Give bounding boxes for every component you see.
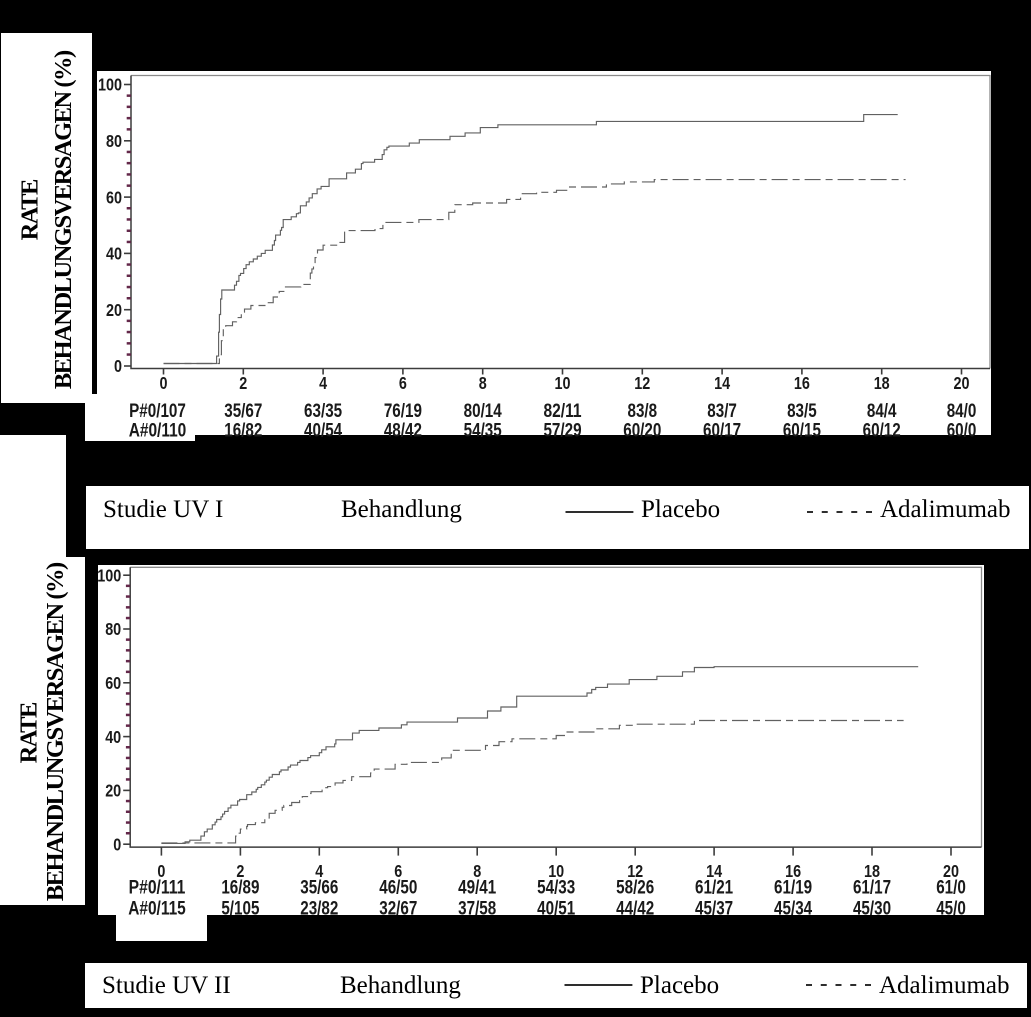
svg-text:8: 8 [473, 861, 481, 881]
svg-text:16: 16 [794, 373, 810, 393]
svg-text:16/89: 16/89 [221, 876, 259, 898]
svg-text:20: 20 [106, 300, 122, 320]
svg-text:60/0: 60/0 [947, 420, 977, 442]
svg-text:84/0: 84/0 [947, 400, 977, 422]
svg-text:61/19: 61/19 [774, 876, 812, 898]
svg-text:60/20: 60/20 [623, 420, 661, 442]
svg-text:54/35: 54/35 [464, 420, 502, 442]
svg-text:0: 0 [113, 834, 121, 854]
svg-text:4: 4 [319, 373, 327, 393]
svg-text:83/5: 83/5 [787, 400, 817, 422]
svg-text:45/0: 45/0 [936, 897, 966, 917]
svg-text:45/37: 45/37 [695, 897, 733, 917]
svg-text:4: 4 [315, 861, 323, 881]
svg-text:A#0/110: A#0/110 [129, 420, 187, 442]
svg-text:44/42: 44/42 [616, 897, 654, 917]
svg-text:18: 18 [874, 373, 890, 393]
svg-text:5/105: 5/105 [221, 897, 259, 917]
svg-text:80: 80 [106, 131, 122, 151]
svg-text:60/12: 60/12 [863, 420, 901, 442]
svg-text:16: 16 [785, 861, 801, 881]
svg-text:80: 80 [105, 619, 121, 639]
svg-text:20: 20 [943, 861, 959, 881]
svg-text:2: 2 [236, 861, 244, 881]
svg-text:57/29: 57/29 [543, 420, 581, 442]
svg-text:40: 40 [106, 244, 122, 264]
svg-text:61/17: 61/17 [853, 876, 891, 898]
svg-text:P#0/107: P#0/107 [129, 400, 186, 422]
svg-text:82/11: 82/11 [543, 400, 581, 422]
svg-text:40: 40 [105, 726, 121, 746]
svg-text:45/30: 45/30 [853, 897, 891, 917]
svg-text:80/14: 80/14 [464, 400, 502, 422]
svg-text:46/50: 46/50 [379, 876, 417, 898]
svg-text:60: 60 [106, 187, 122, 207]
svg-text:18: 18 [864, 861, 880, 881]
svg-text:60/17: 60/17 [703, 420, 741, 442]
svg-text:0: 0 [160, 373, 168, 393]
svg-text:10: 10 [548, 861, 564, 881]
svg-text:40/51: 40/51 [537, 897, 575, 917]
svg-text:23/82: 23/82 [300, 897, 338, 917]
svg-text:A#0/115: A#0/115 [128, 897, 186, 917]
svg-text:61/0: 61/0 [936, 876, 966, 898]
svg-text:20: 20 [105, 780, 121, 800]
svg-text:14: 14 [706, 861, 722, 881]
svg-text:0: 0 [157, 861, 165, 881]
svg-text:61/21: 61/21 [695, 876, 733, 898]
svg-text:37/58: 37/58 [458, 897, 496, 917]
svg-text:58/26: 58/26 [616, 876, 654, 898]
svg-text:60/15: 60/15 [783, 420, 821, 442]
svg-text:0: 0 [114, 356, 122, 376]
svg-text:45/34: 45/34 [774, 897, 812, 917]
svg-text:P#0/111: P#0/111 [129, 876, 186, 898]
svg-text:100: 100 [98, 565, 121, 585]
svg-text:35/67: 35/67 [224, 400, 262, 422]
svg-text:10: 10 [555, 373, 571, 393]
svg-text:40/54: 40/54 [304, 420, 342, 442]
svg-text:32/67: 32/67 [379, 897, 417, 917]
svg-text:14: 14 [714, 373, 730, 393]
svg-text:60: 60 [105, 673, 121, 693]
svg-text:12: 12 [634, 373, 650, 393]
svg-text:20: 20 [954, 373, 970, 393]
svg-text:84/4: 84/4 [867, 400, 897, 422]
svg-text:6: 6 [394, 861, 402, 881]
svg-text:35/66: 35/66 [300, 876, 338, 898]
svg-text:6: 6 [399, 373, 407, 393]
svg-text:8: 8 [479, 373, 487, 393]
svg-text:83/7: 83/7 [707, 400, 737, 422]
svg-text:63/35: 63/35 [304, 400, 342, 422]
svg-text:49/41: 49/41 [458, 876, 496, 898]
svg-text:100: 100 [98, 75, 122, 95]
svg-text:83/8: 83/8 [628, 400, 658, 422]
svg-text:48/42: 48/42 [384, 420, 422, 442]
svg-text:2: 2 [239, 373, 247, 393]
svg-text:54/33: 54/33 [537, 876, 575, 898]
svg-text:76/19: 76/19 [384, 400, 422, 422]
svg-text:12: 12 [627, 861, 643, 881]
svg-text:16/82: 16/82 [224, 420, 262, 442]
